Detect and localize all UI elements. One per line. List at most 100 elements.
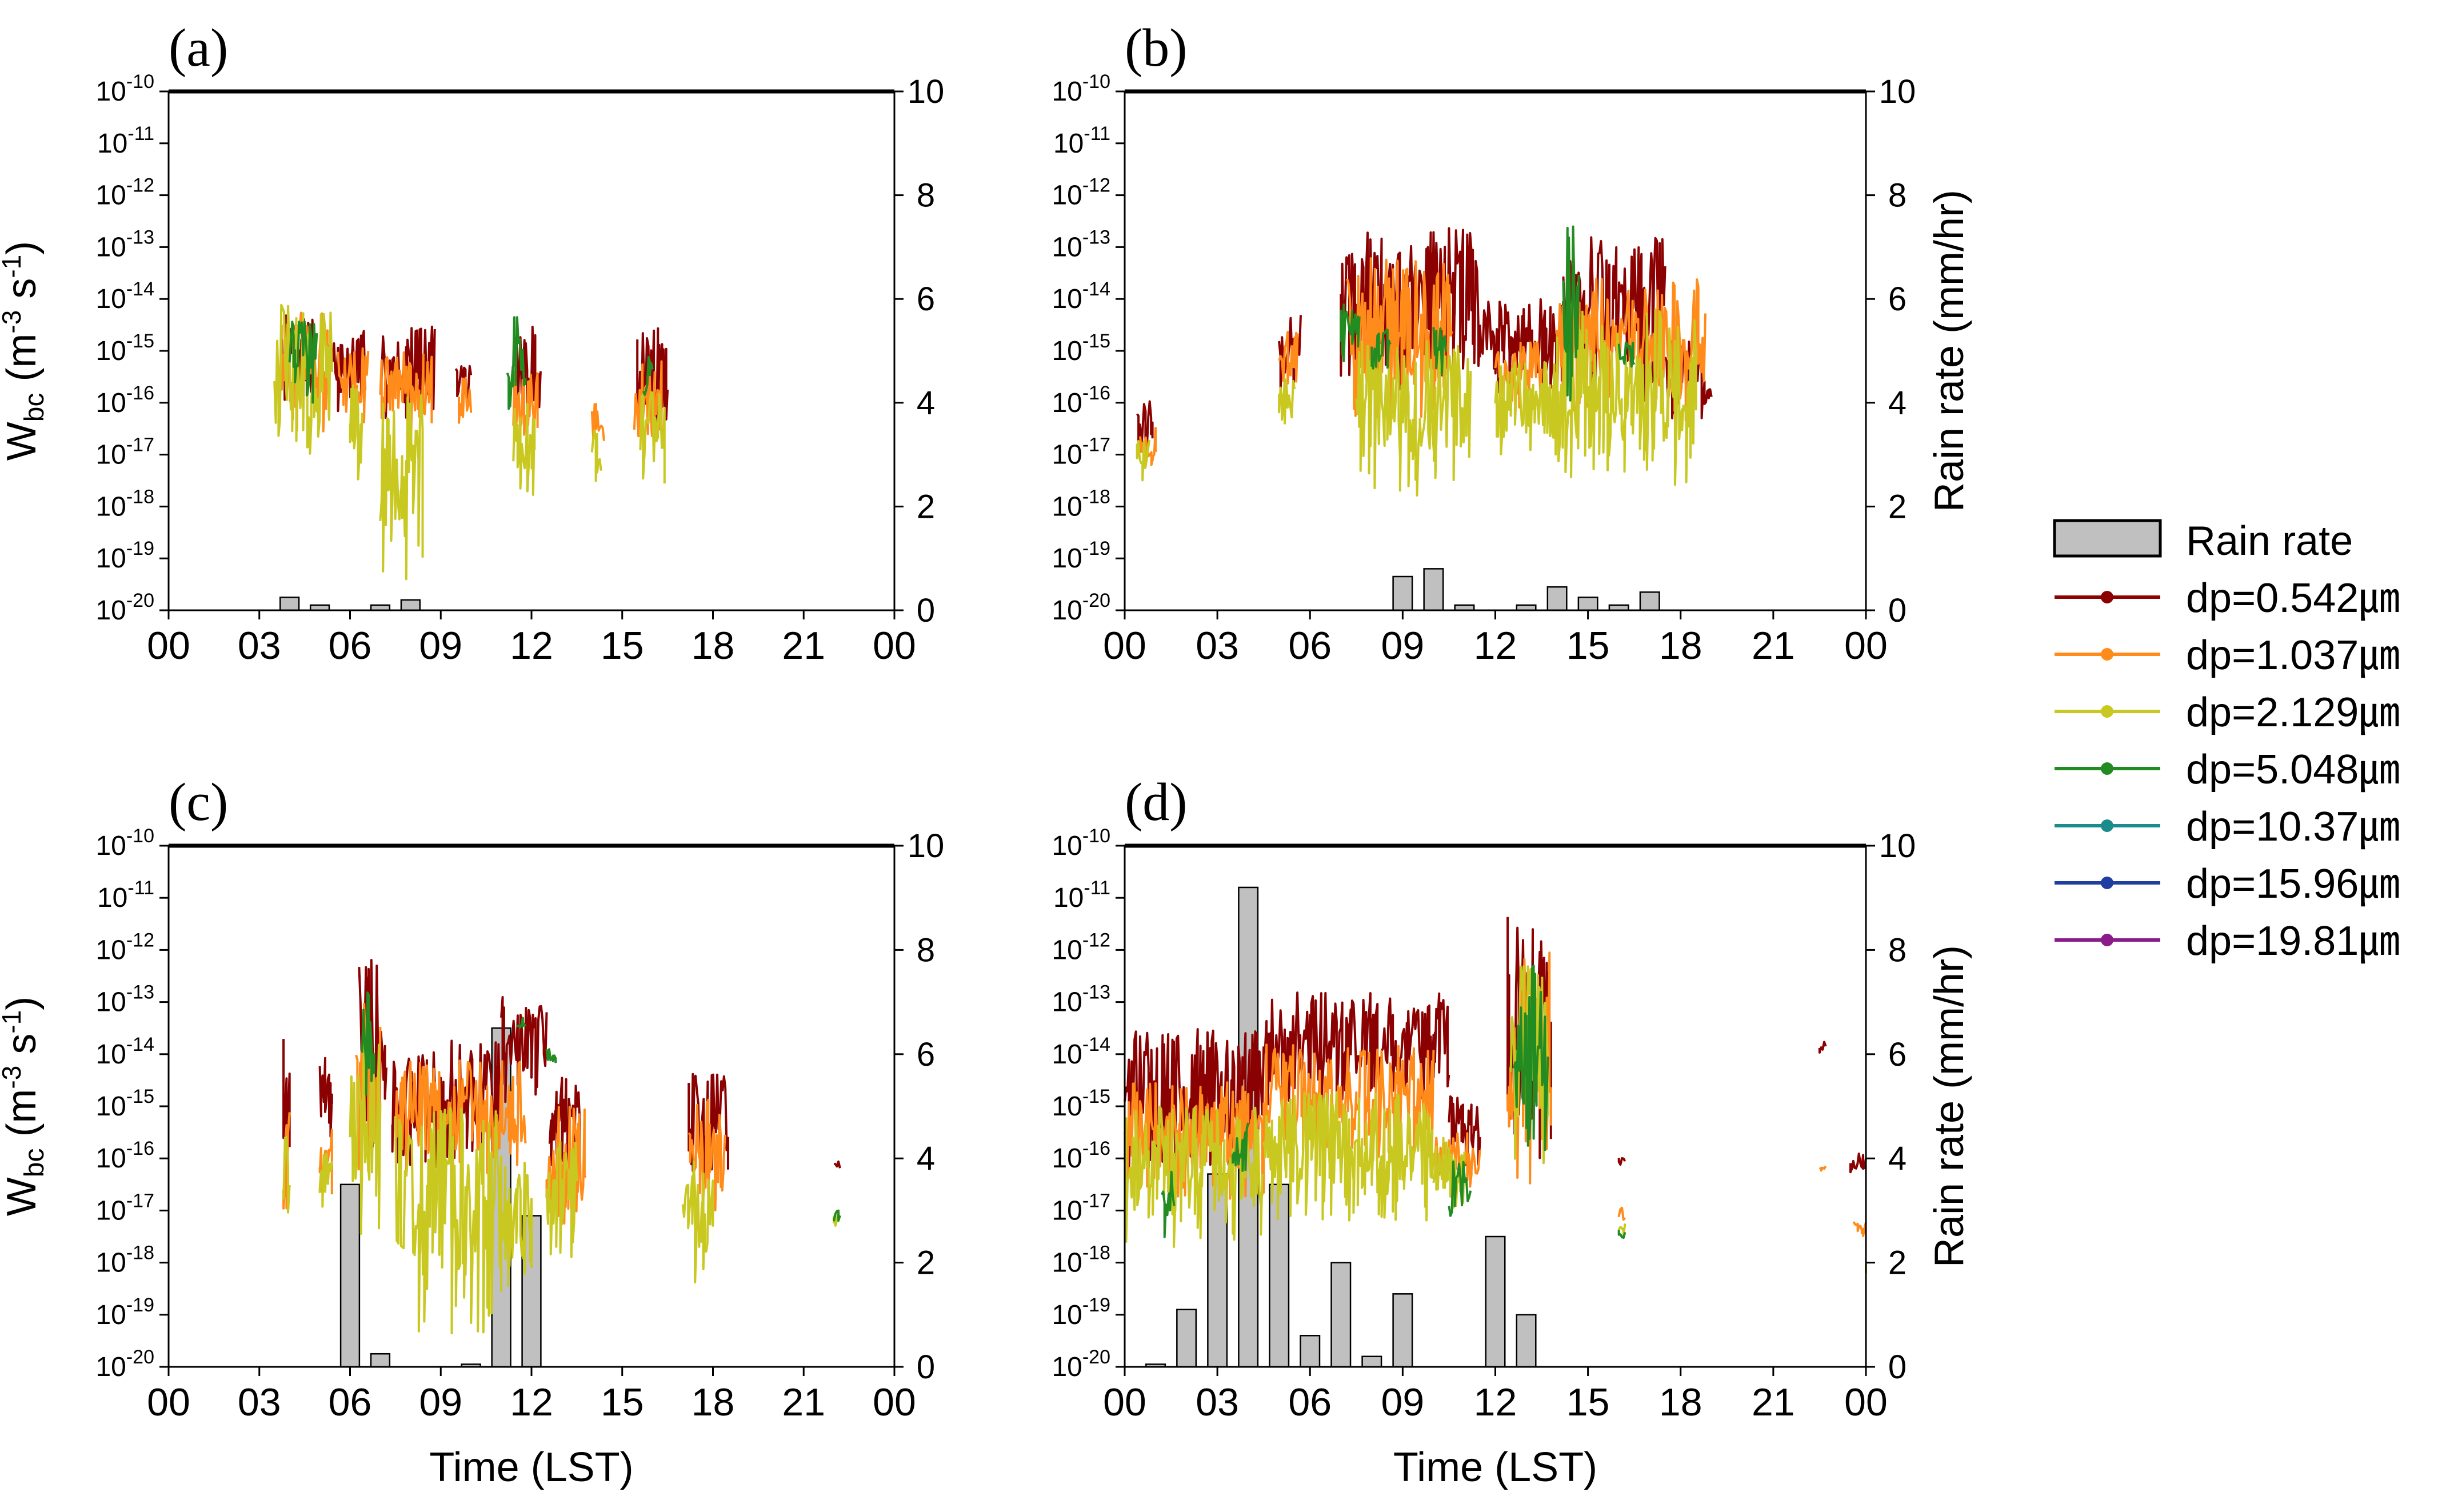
x-tick-label: 06 [329,624,372,667]
y-right-tick-label: 6 [917,1036,935,1073]
series-trace [282,1135,291,1214]
y-axis-left-label-part: (m [0,1089,45,1149]
y-left-tick-label: 10-20 [1052,1346,1110,1382]
y-right-tick-label: 10 [908,73,945,110]
y-left-tick-exponent: -19 [1082,1294,1110,1316]
y-left-tick-label: 10-11 [1053,877,1110,913]
series-trace [833,1209,841,1222]
rain-rate-bar [339,1183,361,1368]
y-left-tick-label: 10-13 [1052,226,1110,262]
legend-label: dp=2.129㎛ [2186,690,2400,735]
x-tick-label: 18 [1659,624,1702,667]
y-left-tick-base: 10 [95,336,126,366]
y-right-tick-label: 4 [1888,385,1907,422]
series-trace [516,1017,527,1029]
y-right-tick-label: 6 [1888,1036,1907,1073]
series-trace [688,1098,726,1211]
legend-label: dp=5.048㎛ [2186,747,2400,793]
x-tick-label: 09 [1381,624,1425,667]
y-left-tick-exponent: -16 [126,382,154,404]
series-trace [1617,1230,1626,1239]
x-tick-label: 06 [329,1381,372,1424]
y-left-tick-label: 10-19 [1052,1294,1110,1330]
y-right-tick-label: 10 [908,827,945,865]
rain-rate-bar [1300,1335,1321,1368]
series-trace [639,391,666,484]
y-left-tick-base: 10 [95,543,126,574]
legend-swatch-marker [2101,877,2113,889]
series-trace [1494,361,1558,456]
y-left-tick-base: 10 [95,1091,126,1122]
y-left-tick-exponent: -17 [1082,434,1110,456]
y-left-tick-base: 10 [95,1143,126,1174]
y-axis-left-label: Wbc (m-3 s-1) [0,241,50,461]
y-left-tick-base: 10 [1053,129,1084,159]
panel-label: (b) [1125,18,1188,78]
y-left-tick-label: 10-20 [1052,590,1110,626]
series-trace [1340,303,1361,362]
x-tick-label: 09 [1381,1381,1425,1424]
y-left-tick-label: 10-15 [1052,1086,1110,1122]
series-trace [282,1112,291,1210]
series-trace [318,1057,333,1138]
series-trace [318,1153,333,1208]
series-trace [394,1107,503,1335]
y-left-tick-base: 10 [95,935,126,965]
y-left-tick-base: 10 [1052,284,1082,314]
y-left-tick-label: 10-16 [95,1138,154,1174]
x-tick-label: 03 [1196,624,1239,667]
y-left-tick-label: 10-18 [1052,486,1110,522]
x-tick-label: 00 [1103,1381,1146,1424]
y-axis-left-label-part: W [0,1177,45,1216]
legend-label: dp=0.542㎛ [2186,575,2400,621]
series-trace [1136,439,1151,482]
y-left-tick-label: 10-15 [1052,330,1110,366]
y-left-tick-base: 10 [95,595,126,626]
y-left-tick-base: 10 [95,1352,126,1382]
y-axis-left-label-part: ) [0,997,45,1010]
y-axis-left-label-part: -3 [0,310,26,334]
y-right-tick-label: 10 [1879,827,1916,865]
y-left-tick-exponent: -20 [126,590,154,611]
y-left-tick-label: 10-12 [95,175,154,211]
y-left-tick-exponent: -11 [127,877,154,899]
series-trace [282,1039,291,1169]
y-left-tick-exponent: -12 [1082,929,1110,951]
y-axis-left-label-part: bc [19,1149,50,1178]
y-left-tick-label: 10-18 [95,1242,154,1278]
y-right-tick-label: 8 [917,177,935,214]
y-right-tick-label: 2 [1888,488,1907,525]
series-trace [1232,1122,1250,1172]
y-right-tick-label: 4 [917,385,935,422]
series-trace [458,377,473,424]
y-right-tick-label: 2 [917,488,935,525]
series-trace [1432,327,1447,375]
y-right-tick-label: 4 [917,1140,935,1177]
x-tick-label: 06 [1288,624,1332,667]
y-left-tick-exponent: -10 [1082,825,1110,847]
y-right-tick-label: 0 [917,592,935,629]
panel-label: (c) [169,773,228,832]
y-left-tick-label: 10-10 [1052,825,1110,861]
x-tick-label: 03 [238,624,281,667]
y-left-tick-exponent: -14 [126,1034,154,1055]
legend-label: Rain rate [2186,518,2353,564]
series-trace [1262,1091,1435,1222]
y-left-tick-label: 10-13 [1052,982,1110,1018]
y-left-tick-exponent: -10 [126,71,154,93]
y-left-tick-exponent: -20 [126,1346,154,1368]
y-left-tick-base: 10 [95,232,126,262]
y-left-tick-exponent: -18 [1082,486,1110,507]
y-left-tick-exponent: -16 [1082,1138,1110,1159]
y-left-tick-base: 10 [95,388,126,418]
y-axis-left-label-part: W [0,422,45,461]
y-left-tick-exponent: -14 [1082,1034,1110,1055]
y-left-tick-base: 10 [1052,388,1082,418]
y-left-tick-exponent: -15 [1082,330,1110,352]
y-axis-left-label-part: -1 [0,1010,26,1034]
series-trace [1355,340,1472,497]
y-axis-left-label-part: -1 [0,255,26,278]
series-trace [1448,1160,1472,1217]
y-left-tick-base: 10 [95,440,126,470]
y-right-tick-label: 8 [1888,177,1907,214]
